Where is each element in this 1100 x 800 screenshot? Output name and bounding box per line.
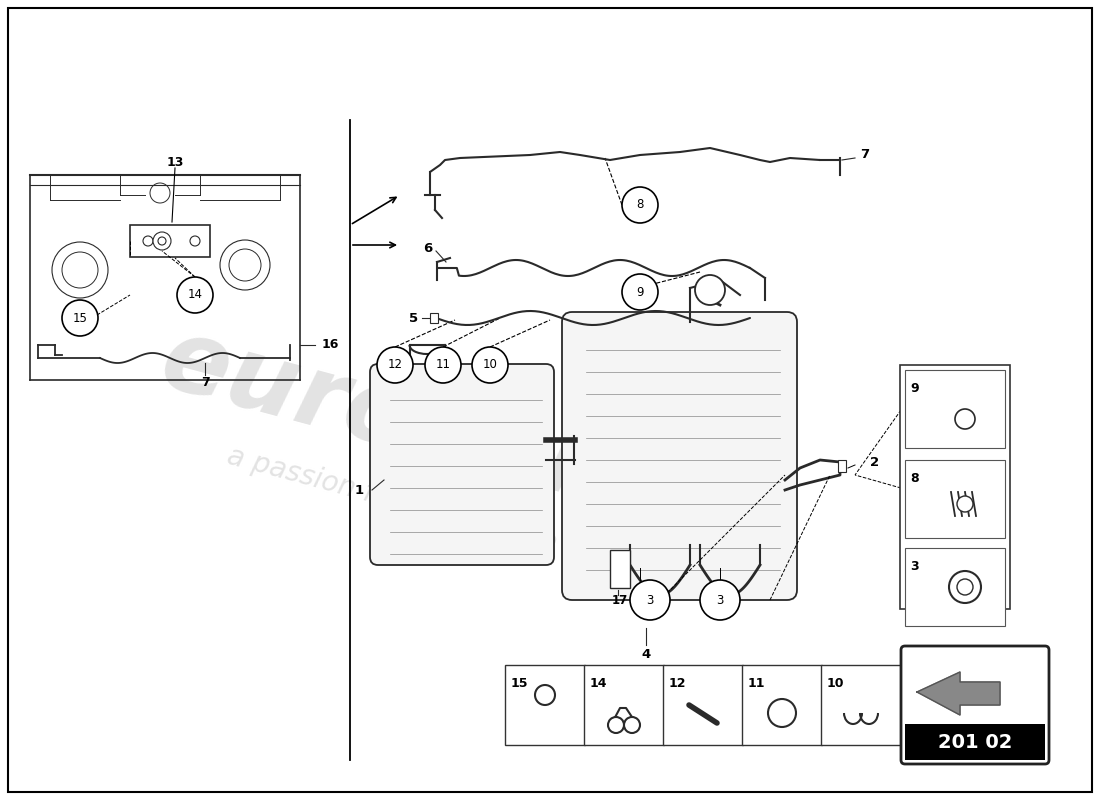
Circle shape (158, 237, 166, 245)
Text: 14: 14 (590, 677, 607, 690)
Circle shape (957, 496, 974, 512)
Bar (663, 665, 742, 745)
Circle shape (425, 347, 461, 383)
Circle shape (177, 277, 213, 313)
Text: 9: 9 (636, 286, 644, 298)
Bar (838, 460, 846, 472)
FancyBboxPatch shape (562, 312, 798, 600)
Bar (905, 724, 1045, 760)
Text: 15: 15 (512, 677, 528, 690)
Circle shape (535, 685, 556, 705)
Text: 8: 8 (636, 198, 644, 211)
Circle shape (608, 717, 624, 733)
Circle shape (695, 275, 725, 305)
Circle shape (190, 236, 200, 246)
Text: 3: 3 (910, 560, 918, 573)
Circle shape (621, 274, 658, 310)
Circle shape (955, 409, 975, 429)
FancyBboxPatch shape (901, 646, 1049, 764)
Text: 12: 12 (669, 677, 686, 690)
Bar (905, 460, 1005, 538)
Bar (130, 225, 210, 257)
Circle shape (62, 300, 98, 336)
FancyBboxPatch shape (370, 364, 554, 565)
Bar (905, 370, 1005, 448)
Text: a passion for parts since 1985: a passion for parts since 1985 (223, 442, 636, 578)
Circle shape (700, 580, 740, 620)
Text: 3: 3 (647, 594, 653, 606)
Text: 9: 9 (910, 382, 918, 395)
Circle shape (150, 183, 170, 203)
Text: 11: 11 (436, 358, 451, 371)
Circle shape (949, 571, 981, 603)
Circle shape (621, 187, 658, 223)
Text: 201 02: 201 02 (938, 733, 1012, 751)
Bar (900, 365, 1010, 609)
Bar (742, 665, 822, 745)
Bar (905, 548, 1005, 626)
Text: europarts: europarts (151, 311, 710, 549)
Text: 12: 12 (387, 358, 403, 371)
Bar (610, 550, 630, 588)
Text: 13: 13 (166, 155, 184, 169)
Circle shape (62, 252, 98, 288)
Circle shape (630, 580, 670, 620)
Bar (821, 665, 901, 745)
Circle shape (52, 242, 108, 298)
Circle shape (229, 249, 261, 281)
Text: 2: 2 (870, 455, 879, 469)
Circle shape (624, 717, 640, 733)
Text: 7: 7 (200, 375, 209, 389)
Polygon shape (917, 672, 1000, 715)
Circle shape (153, 232, 170, 250)
Circle shape (377, 347, 412, 383)
Bar (505, 665, 585, 745)
Text: 5: 5 (409, 311, 418, 325)
Bar (430, 313, 438, 323)
Text: 7: 7 (860, 149, 869, 162)
Text: 3: 3 (716, 594, 724, 606)
Circle shape (143, 236, 153, 246)
Text: 10: 10 (827, 677, 845, 690)
Text: 1: 1 (355, 483, 364, 497)
Circle shape (220, 240, 270, 290)
Circle shape (472, 347, 508, 383)
Bar (584, 665, 664, 745)
Text: 14: 14 (187, 289, 202, 302)
Text: 8: 8 (910, 472, 918, 485)
Text: 15: 15 (73, 311, 87, 325)
Text: 10: 10 (483, 358, 497, 371)
Circle shape (957, 579, 974, 595)
Text: 6: 6 (422, 242, 432, 254)
Circle shape (768, 699, 796, 727)
Text: 16: 16 (322, 338, 340, 351)
Text: 4: 4 (641, 649, 650, 662)
Text: 17: 17 (612, 594, 628, 606)
Text: 11: 11 (748, 677, 766, 690)
